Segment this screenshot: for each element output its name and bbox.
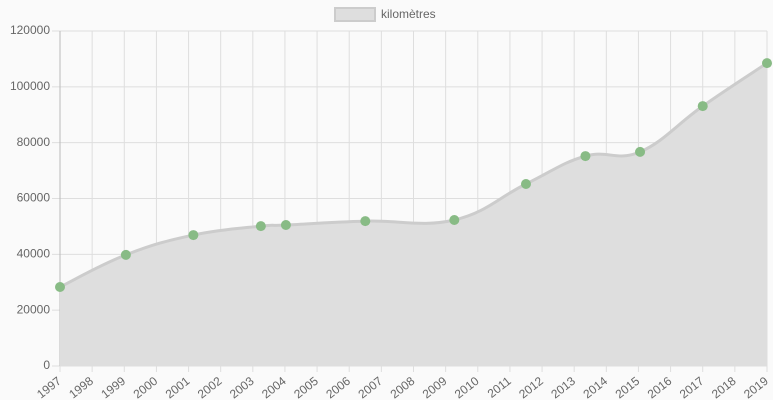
area-line	[59, 61, 768, 289]
x-tick-label: 2006	[323, 374, 353, 400]
x-tick-label: 2011	[485, 374, 514, 400]
x-tick-label: 2003	[227, 374, 257, 400]
y-tick-label: 40000	[17, 247, 51, 261]
x-tick-label: 2002	[195, 374, 225, 400]
data-point	[697, 101, 708, 112]
x-tick-label: 2005	[291, 374, 321, 400]
x-tick-label: 2004	[259, 374, 289, 400]
data-point	[55, 281, 65, 292]
area-fill	[60, 63, 767, 367]
y-tick-label: 0	[43, 358, 50, 372]
x-tick-label: 2016	[645, 374, 675, 400]
x-tick-label: 2018	[709, 374, 739, 400]
x-tick-label: 2014	[580, 374, 610, 400]
data-point	[449, 214, 460, 225]
x-tick-label: 2009	[420, 374, 450, 400]
y-tick-label: 120000	[10, 23, 50, 37]
x-tick-label: 2000	[131, 374, 161, 400]
data-point	[255, 221, 266, 232]
legend-swatch	[334, 7, 376, 22]
x-tick-label: 2019	[741, 374, 771, 400]
x-tick-label: 2007	[356, 374, 386, 400]
x-tick-label: 2017	[677, 374, 707, 400]
x-tick-label: 1997	[34, 374, 64, 400]
x-tick-label: 1999	[98, 374, 128, 400]
y-tick-label: 60000	[17, 191, 51, 205]
data-point	[280, 220, 291, 231]
data-point	[520, 178, 531, 189]
x-tick-label: 2015	[613, 374, 643, 400]
x-tick-label: 2013	[548, 374, 578, 400]
data-point	[188, 230, 199, 241]
y-tick-label: 100000	[10, 79, 50, 93]
x-tick-label: 2012	[516, 374, 546, 400]
x-tick-label: 1998	[66, 374, 96, 400]
y-tick-label: 80000	[17, 135, 51, 149]
data-point	[360, 216, 371, 227]
y-tick-label: 20000	[17, 302, 51, 316]
data-point	[120, 249, 131, 260]
data-point	[762, 58, 772, 69]
x-tick-label: 2001	[163, 374, 193, 400]
data-point	[635, 146, 646, 157]
x-tick-label: 2008	[388, 374, 418, 400]
data-point	[580, 151, 591, 162]
x-tick-label: 2010	[452, 374, 482, 400]
legend-label: kilomètres	[381, 7, 436, 21]
